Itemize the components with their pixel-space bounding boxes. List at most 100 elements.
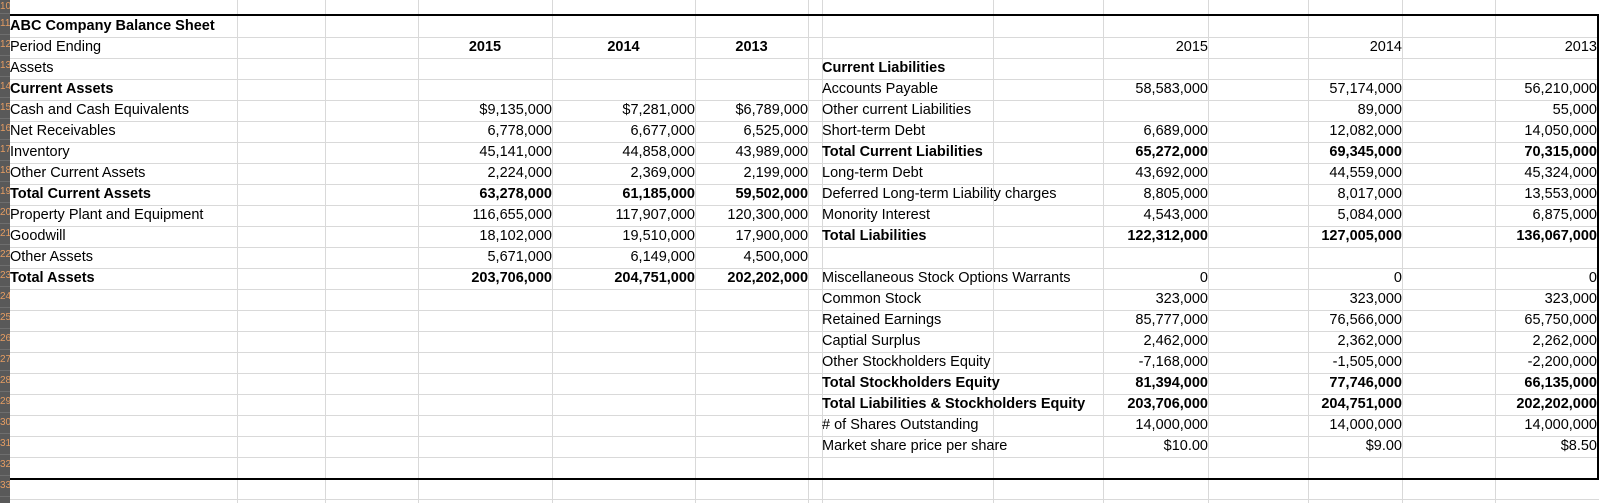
row-number[interactable]: 29 xyxy=(0,392,10,413)
row-label[interactable]: Property Plant and Equipment xyxy=(10,207,204,223)
row-label[interactable]: Long-term Debt xyxy=(822,165,923,181)
cell[interactable]: -2,200,000 xyxy=(1527,354,1597,370)
cell[interactable] xyxy=(552,79,695,100)
empty-cell[interactable] xyxy=(1208,100,1308,121)
cell[interactable] xyxy=(418,79,552,100)
cell[interactable]: 76,566,000 xyxy=(1329,312,1402,328)
cell[interactable]: 77,746,000 xyxy=(1329,375,1402,391)
empty-cell[interactable] xyxy=(1402,100,1495,121)
cell[interactable]: 58,583,000 xyxy=(1135,81,1208,97)
cell[interactable]: 6,525,000 xyxy=(743,123,809,139)
empty-cell[interactable] xyxy=(1402,310,1495,331)
cell[interactable]: $10.00 xyxy=(1163,438,1208,454)
row-label[interactable]: Total Liabilities & Stockholders Equity xyxy=(822,396,1086,412)
cell[interactable]: 17,900,000 xyxy=(735,228,809,244)
cell[interactable]: 19,510,000 xyxy=(622,228,695,244)
cell[interactable]: 57,174,000 xyxy=(1329,81,1402,97)
empty-cell[interactable] xyxy=(1495,247,1597,268)
empty-cell[interactable] xyxy=(1208,415,1308,436)
row-label[interactable]: Miscellaneous Stock Options Warrants xyxy=(822,270,1071,286)
cell[interactable]: 6,778,000 xyxy=(487,123,552,139)
row-number[interactable]: 14 xyxy=(0,77,10,98)
empty-cell[interactable] xyxy=(1402,436,1495,457)
row-number[interactable]: 26 xyxy=(0,329,10,350)
cell[interactable]: 6,149,000 xyxy=(630,249,695,265)
row-number[interactable]: 31 xyxy=(0,434,10,455)
cell[interactable]: 4,500,000 xyxy=(743,249,809,265)
empty-cell[interactable] xyxy=(1208,205,1308,226)
empty-cell[interactable] xyxy=(1402,415,1495,436)
row-label[interactable]: Other current Liabilities xyxy=(822,102,972,118)
cell[interactable]: 203,706,000 xyxy=(1127,396,1208,412)
cell[interactable]: 323,000 xyxy=(1544,291,1597,307)
cell[interactable]: 45,324,000 xyxy=(1524,165,1597,181)
cell[interactable]: 136,067,000 xyxy=(1516,228,1597,244)
cell[interactable]: 59,502,000 xyxy=(735,186,809,202)
row-number[interactable]: 21 xyxy=(0,224,10,245)
row-label[interactable]: Common Stock xyxy=(822,291,922,307)
cell[interactable]: 127,005,000 xyxy=(1321,228,1402,244)
cell[interactable]: 65,272,000 xyxy=(1135,144,1208,160)
empty-cell[interactable] xyxy=(1103,247,1208,268)
year-header[interactable]: 2013 xyxy=(735,39,768,55)
row-number[interactable]: 16 xyxy=(0,119,10,140)
cell[interactable]: 2,224,000 xyxy=(487,165,552,181)
cell[interactable]: 55,000 xyxy=(1552,102,1597,118)
cell[interactable]: -1,505,000 xyxy=(1332,354,1402,370)
row-number[interactable]: 30 xyxy=(0,413,10,434)
row-label[interactable]: Total Current Assets xyxy=(10,186,151,202)
cell[interactable]: 14,000,000 xyxy=(1329,417,1402,433)
row-number[interactable]: 27 xyxy=(0,350,10,371)
empty-cell[interactable] xyxy=(1208,394,1308,415)
cell[interactable]: 2,369,000 xyxy=(630,165,695,181)
row-number[interactable]: 11 xyxy=(0,14,10,35)
cell[interactable]: 56,210,000 xyxy=(1524,81,1597,97)
cell[interactable]: 5,671,000 xyxy=(487,249,552,265)
row-label[interactable]: Accounts Payable xyxy=(822,81,939,97)
empty-cell[interactable] xyxy=(1402,79,1495,100)
empty-cell[interactable] xyxy=(1208,226,1308,247)
row-label[interactable]: Total Liabilities xyxy=(822,228,927,244)
cell[interactable]: 43,692,000 xyxy=(1135,165,1208,181)
cell[interactable]: 14,050,000 xyxy=(1524,123,1597,139)
empty-cell[interactable] xyxy=(1208,289,1308,310)
empty-cell[interactable] xyxy=(1402,352,1495,373)
cell[interactable] xyxy=(695,58,808,79)
cell[interactable] xyxy=(1308,58,1402,79)
empty-cell[interactable] xyxy=(1402,205,1495,226)
year-header[interactable]: 2014 xyxy=(607,39,640,55)
empty-cell[interactable] xyxy=(1208,142,1308,163)
empty-cell[interactable] xyxy=(1402,37,1495,58)
cell[interactable]: 63,278,000 xyxy=(479,186,552,202)
row-number[interactable]: 33 xyxy=(0,476,10,497)
cell[interactable]: 0 xyxy=(1588,270,1597,286)
cell[interactable]: 120,300,000 xyxy=(727,207,809,223)
row-label[interactable]: Captial Surplus xyxy=(822,333,921,349)
row-number[interactable]: 20 xyxy=(0,203,10,224)
cell[interactable]: 117,907,000 xyxy=(615,207,695,223)
empty-cell[interactable] xyxy=(1402,394,1495,415)
cell[interactable]: 13,553,000 xyxy=(1524,186,1597,202)
cell[interactable]: 69,345,000 xyxy=(1329,144,1402,160)
cell[interactable]: 202,202,000 xyxy=(727,270,809,286)
empty-cell[interactable] xyxy=(1402,142,1495,163)
cell[interactable]: $8.50 xyxy=(1560,438,1597,454)
row-label[interactable]: Other Assets xyxy=(10,249,94,265)
cell[interactable]: 116,655,000 xyxy=(472,207,552,223)
empty-cell[interactable] xyxy=(1402,331,1495,352)
empty-cell[interactable] xyxy=(1402,163,1495,184)
cell[interactable]: $7,281,000 xyxy=(622,102,695,118)
empty-cell[interactable] xyxy=(1208,79,1308,100)
empty-cell[interactable] xyxy=(1402,247,1495,268)
empty-cell[interactable] xyxy=(1402,121,1495,142)
cell[interactable]: 14,000,000 xyxy=(1524,417,1597,433)
row-label[interactable]: Inventory xyxy=(10,144,70,160)
row-label[interactable]: Net Receivables xyxy=(10,123,116,139)
row-number[interactable]: 32 xyxy=(0,455,10,476)
cell[interactable]: 8,805,000 xyxy=(1143,186,1208,202)
cell[interactable]: 6,689,000 xyxy=(1143,123,1208,139)
cell[interactable] xyxy=(695,79,808,100)
row-number[interactable]: 12 xyxy=(0,35,10,56)
empty-cell[interactable] xyxy=(822,247,1103,268)
row-label[interactable]: Cash and Cash Equivalents xyxy=(10,102,189,118)
